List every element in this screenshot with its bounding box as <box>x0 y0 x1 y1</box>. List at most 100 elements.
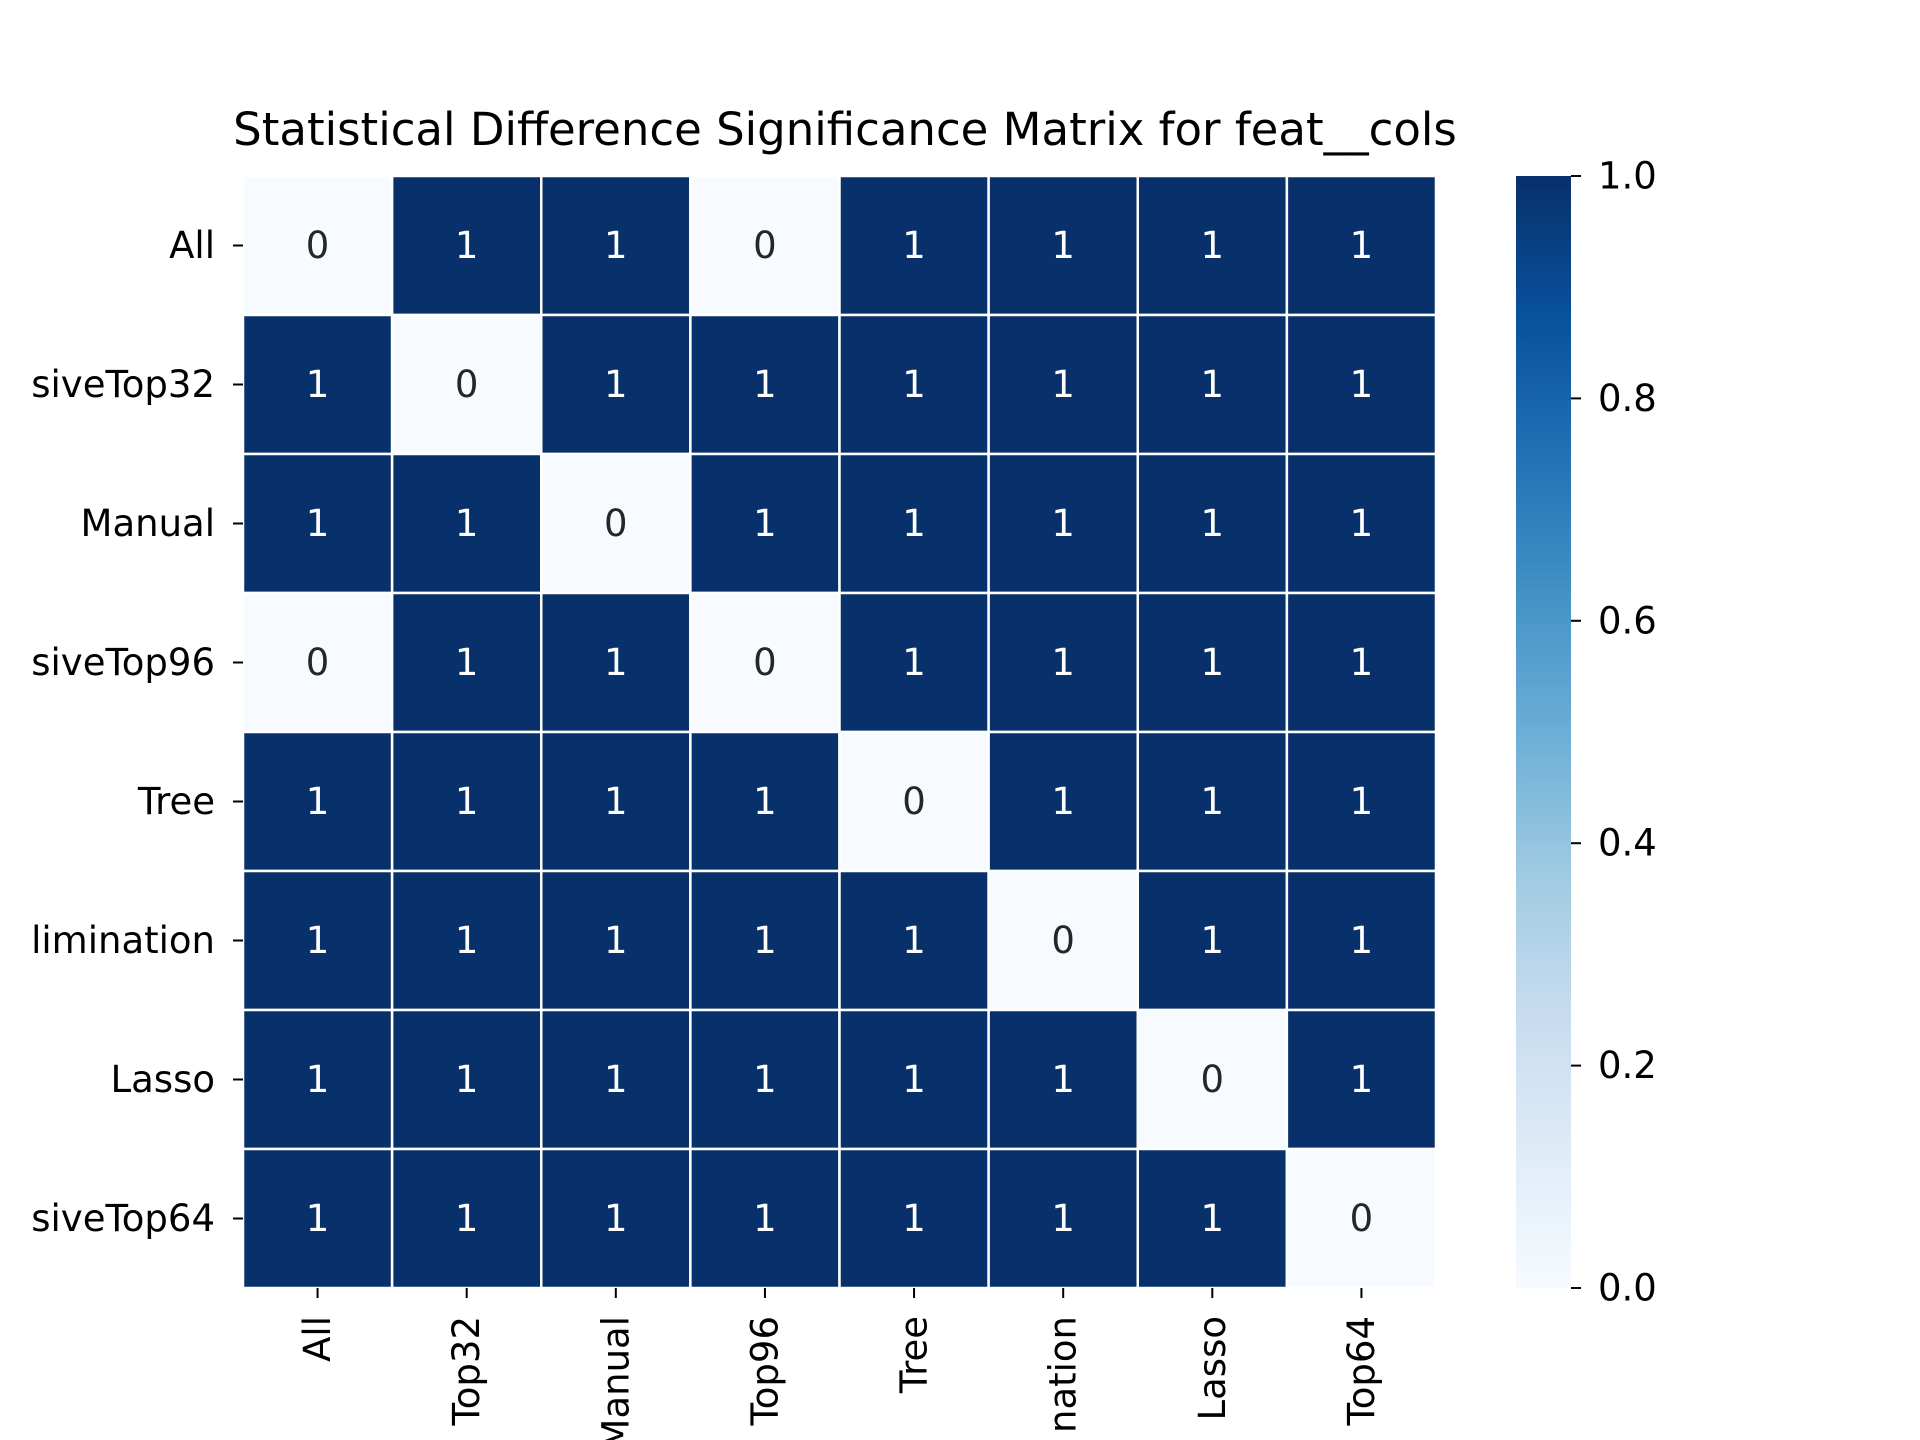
cell-value-label: 1 <box>455 780 479 823</box>
heatmap-cell <box>1136 452 1289 595</box>
cell-value-label: 1 <box>1201 1197 1225 1240</box>
y-tick-label: Manual <box>81 502 215 545</box>
cell-value-label: 1 <box>1201 502 1225 545</box>
heatmap-cell <box>987 452 1139 595</box>
heatmap-cell <box>987 174 1139 317</box>
cell-value-label: 1 <box>306 780 330 823</box>
colorbar-tick-label: 0.0 <box>1598 1267 1657 1310</box>
heatmap-cell <box>689 730 841 873</box>
cell-value-label: 1 <box>604 641 628 684</box>
heatmap-cell <box>1136 1008 1289 1151</box>
cell-value-label: 1 <box>902 919 926 962</box>
x-tick-label: Top64 <box>1340 1316 1383 1427</box>
heatmap-cell <box>1285 730 1438 873</box>
cell-value-label: 1 <box>604 363 628 406</box>
cell-value-label: 1 <box>902 641 926 684</box>
heatmap-cell <box>838 1147 990 1290</box>
x-tick-label: All <box>296 1316 339 1362</box>
cell-value-label: 1 <box>1201 641 1225 684</box>
heatmap-cell <box>540 1147 692 1290</box>
heatmap-cell <box>1285 313 1438 456</box>
y-tick-label: limination <box>31 919 215 962</box>
x-tick-label: Top96 <box>743 1316 786 1427</box>
colorbar-tick-label: 0.8 <box>1598 377 1657 420</box>
x-tick-label: Manual <box>594 1316 637 1440</box>
cell-value-label: 1 <box>306 1058 330 1101</box>
cell-value-label: 1 <box>1350 1058 1374 1101</box>
heatmap-cell <box>390 1008 543 1151</box>
cell-value-label: 1 <box>902 1058 926 1101</box>
heatmap-cell <box>1285 1147 1438 1290</box>
heatmap-cell <box>540 1008 692 1151</box>
cell-value-label: 1 <box>1051 641 1075 684</box>
cell-value-label: 0 <box>306 224 330 267</box>
cell-value-label: 1 <box>306 919 330 962</box>
cell-value-label: 1 <box>455 919 479 962</box>
cell-value-label: 1 <box>455 1197 479 1240</box>
x-tick-label: nation <box>1042 1316 1085 1433</box>
cell-value-label: 1 <box>1350 780 1374 823</box>
cell-value-label: 1 <box>455 224 479 267</box>
cell-value-label: 1 <box>753 1058 777 1101</box>
heatmap-cell <box>540 174 692 317</box>
cell-value-label: 1 <box>455 502 479 545</box>
cell-value-label: 1 <box>1051 780 1075 823</box>
cell-value-label: 1 <box>604 780 628 823</box>
heatmap-cell <box>1285 452 1438 595</box>
heatmap-cell <box>540 869 692 1012</box>
cell-value-label: 1 <box>1051 1197 1075 1240</box>
heatmap-cell <box>1285 174 1438 317</box>
heatmap-cell <box>987 1008 1139 1151</box>
cell-value-label: 1 <box>1350 363 1374 406</box>
heatmap-cell <box>987 313 1139 456</box>
cell-value-label: 0 <box>1350 1197 1374 1240</box>
y-tick-label: siveTop32 <box>31 363 215 406</box>
cell-value-label: 1 <box>753 919 777 962</box>
cell-value-label: 0 <box>1201 1058 1225 1101</box>
cell-value-label: 1 <box>1201 224 1225 267</box>
cell-value-labels: 0 1 1 0 1 1 1 1 1 0 1 1 1 1 1 1 1 1 0 1 1 1 1 1 0 1 1 0 1 1 1 1 1 1 1 1 0 1 1 1… <box>306 224 1373 1240</box>
cell-value-label: 0 <box>753 224 777 267</box>
heatmap-cell <box>390 174 543 317</box>
heatmap-cell <box>1136 730 1289 873</box>
colorbar-tick-label: 1.0 <box>1598 155 1657 198</box>
y-tick-label: Lasso <box>111 1058 215 1101</box>
y-axis: All siveTop32 Manual siveTop96 Tree liminatio… <box>31 224 243 1240</box>
heatmap-cell <box>689 313 841 456</box>
heatmap-cell <box>1285 1008 1438 1151</box>
heatmap-cell <box>241 1008 394 1151</box>
cell-value-label: 0 <box>455 363 479 406</box>
cell-value-label: 1 <box>1201 363 1225 406</box>
cell-value-label: 1 <box>753 502 777 545</box>
cell-value-label: 1 <box>604 1197 628 1240</box>
x-tick-label: Top32 <box>445 1316 488 1427</box>
x-tick-label: Lasso <box>1191 1316 1234 1420</box>
heatmap-cell <box>390 313 543 456</box>
y-tick-label: siveTop64 <box>31 1197 215 1240</box>
cell-value-label: 1 <box>306 363 330 406</box>
colorbar-tick-label: 0.4 <box>1598 822 1657 865</box>
x-axis: All Top32 Manual Top96 Tree nation Lasso Top64 <box>296 1288 1383 1440</box>
cell-value-label: 1 <box>753 780 777 823</box>
heatmap-cell <box>390 452 543 595</box>
cell-value-label: 1 <box>1201 919 1225 962</box>
cell-value-label: 0 <box>902 780 926 823</box>
heatmap-cell <box>390 869 543 1012</box>
cell-value-label: 1 <box>1051 224 1075 267</box>
cell-value-label: 1 <box>1201 780 1225 823</box>
y-tick-label: siveTop96 <box>31 641 215 684</box>
heatmap-cell <box>987 869 1139 1012</box>
heatmap-cell <box>1285 869 1438 1012</box>
x-tick-label: Tree <box>893 1316 936 1394</box>
cell-value-label: 1 <box>902 363 926 406</box>
cell-value-label: 0 <box>753 641 777 684</box>
cell-value-label: 1 <box>1350 224 1374 267</box>
heatmap-cell <box>689 452 841 595</box>
cell-value-label: 1 <box>902 224 926 267</box>
y-tick-label: Tree <box>137 780 215 823</box>
cell-value-label: 1 <box>1051 502 1075 545</box>
heatmap-cell <box>241 174 394 317</box>
heatmap-cell <box>540 452 692 595</box>
cell-value-label: 1 <box>455 641 479 684</box>
